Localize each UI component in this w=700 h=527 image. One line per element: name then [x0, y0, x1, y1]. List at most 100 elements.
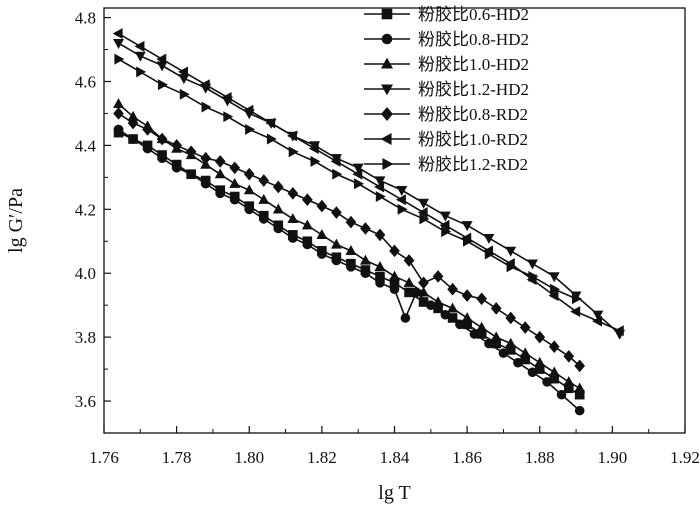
legend-entry: 粉胶比0.8-HD2 [364, 30, 529, 49]
data-point [308, 143, 319, 155]
legend-marker [381, 107, 393, 121]
y-axis-label: lg G′/Pa [5, 188, 27, 253]
data-point [548, 340, 560, 354]
data-point [221, 92, 232, 103]
data-point [432, 296, 444, 307]
data-point [287, 187, 299, 200]
y-tick-label: 3.6 [75, 392, 96, 411]
data-point [330, 238, 342, 249]
data-point [498, 348, 509, 358]
x-axis-label: lg T [378, 482, 410, 504]
data-point [142, 123, 153, 136]
legend-marker [381, 33, 393, 45]
data-point [550, 283, 561, 295]
data-point [483, 233, 495, 244]
data-point [113, 98, 124, 108]
data-point [302, 239, 313, 250]
series-7 [114, 53, 582, 305]
data-point [556, 389, 567, 400]
data-point [548, 272, 560, 283]
legend-label: 粉胶比1.2-HD2 [418, 80, 529, 99]
data-point [229, 194, 240, 205]
data-point [258, 174, 270, 187]
data-point [354, 178, 364, 190]
y-tick-label: 4.6 [75, 72, 96, 91]
data-point [592, 310, 604, 321]
data-point [484, 338, 494, 349]
data-point [432, 270, 444, 283]
data-point [331, 255, 342, 266]
data-point [214, 155, 226, 168]
series-6 [112, 28, 624, 337]
data-point [417, 207, 428, 218]
data-point [265, 117, 276, 129]
data-point [156, 132, 168, 146]
data-point [418, 276, 429, 290]
data-point [506, 261, 517, 273]
y-tick-label: 4.8 [75, 9, 96, 28]
y-tick-label: 4.4 [75, 136, 97, 155]
y-tick-label: 4.2 [75, 200, 96, 219]
data-point [389, 284, 400, 295]
legend-label: 粉胶比1.0-HD2 [418, 55, 529, 74]
x-tick-label: 1.76 [89, 448, 119, 467]
series-2 [113, 124, 585, 416]
y-tick-label: 3.8 [75, 328, 96, 347]
data-point [157, 79, 168, 91]
data-point [461, 289, 473, 302]
data-point [128, 134, 138, 144]
data-point [574, 405, 585, 416]
data-point [360, 222, 371, 235]
plot-area-frame [103, 7, 686, 434]
data-point [258, 214, 269, 224]
data-point [301, 219, 313, 230]
data-point [476, 321, 488, 332]
data-point [395, 194, 406, 206]
legend-marker [381, 8, 393, 20]
data-point [258, 193, 270, 204]
data-point [447, 302, 459, 313]
series-line [118, 32, 620, 332]
data-point [136, 66, 147, 78]
data-point [157, 153, 167, 163]
legend-marker [380, 57, 394, 69]
data-point [375, 191, 386, 202]
data-point [389, 270, 400, 281]
data-point [592, 315, 602, 327]
data-point [563, 349, 575, 363]
legend-marker [380, 132, 392, 146]
legend-entry: 粉胶比1.2-RD2 [364, 155, 528, 174]
data-point [316, 229, 328, 240]
data-point [288, 146, 299, 158]
data-point [317, 249, 327, 259]
data-point [243, 104, 254, 116]
data-point [513, 357, 523, 368]
data-point [439, 219, 450, 231]
data-point [490, 331, 502, 342]
data-point [548, 366, 560, 377]
data-point [200, 151, 212, 165]
x-tick-label: 1.84 [380, 448, 410, 467]
data-point [374, 181, 385, 193]
data-point [243, 167, 255, 181]
data-point [156, 53, 167, 65]
data-point [461, 221, 473, 232]
data-point [403, 277, 415, 287]
data-point [447, 282, 458, 296]
legend-label: 粉胶比1.2-RD2 [418, 155, 528, 174]
data-point [396, 186, 408, 196]
data-point [490, 302, 502, 315]
data-point [403, 254, 415, 267]
data-point [273, 223, 284, 234]
data-point [201, 101, 212, 113]
series-line [118, 58, 577, 300]
data-point [142, 143, 153, 154]
data-point [214, 168, 226, 179]
data-point [332, 168, 343, 180]
data-point [272, 180, 284, 194]
data-point [534, 356, 546, 367]
legend-label: 粉胶比1.0-RD2 [418, 130, 528, 149]
legend-entry: 粉胶比0.8-RD2 [364, 105, 528, 124]
data-point [527, 259, 538, 270]
